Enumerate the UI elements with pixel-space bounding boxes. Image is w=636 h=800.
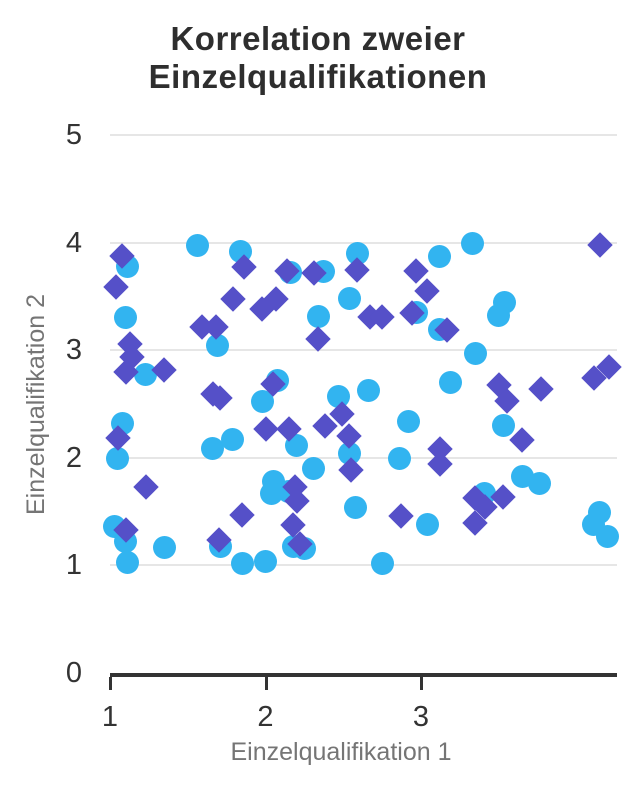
data-point-circle[interactable] <box>285 434 309 458</box>
data-point-circle[interactable] <box>337 287 361 311</box>
y-axis-title-container: Einzelqualifikation 2 <box>8 135 64 673</box>
data-point-circle[interactable] <box>460 232 484 256</box>
data-point-diamond[interactable] <box>133 474 159 500</box>
x-tick-mark <box>264 677 268 690</box>
data-point-circle[interactable] <box>152 535 176 559</box>
gridline-y-1 <box>110 564 617 567</box>
gridline-y-2 <box>110 456 617 459</box>
x-tick-mark <box>420 677 423 690</box>
data-point-circle[interactable] <box>115 550 139 574</box>
data-point-circle[interactable] <box>415 513 439 536</box>
data-point-circle[interactable] <box>230 551 254 575</box>
data-point-circle[interactable] <box>185 234 209 258</box>
data-point-circle[interactable] <box>254 549 277 573</box>
data-point-circle[interactable] <box>487 304 511 328</box>
data-point-diamond[interactable] <box>203 313 229 340</box>
x-tick-mark <box>109 677 112 690</box>
data-point-diamond[interactable] <box>414 278 440 304</box>
y-axis-title: Einzelqualifikation 2 <box>21 293 50 515</box>
x-tick-label: 3 <box>412 701 430 733</box>
data-point-circle[interactable] <box>345 241 369 265</box>
data-point-circle[interactable] <box>205 334 229 358</box>
x-tick-label: 1 <box>101 701 119 733</box>
data-point-circle[interactable] <box>344 495 368 519</box>
data-point-diamond[interactable] <box>252 416 279 442</box>
data-point-circle[interactable] <box>337 441 361 465</box>
data-point-circle[interactable] <box>250 390 274 414</box>
data-point-circle[interactable] <box>114 306 138 330</box>
data-point-circle[interactable] <box>106 447 130 471</box>
x-tick-label: 2 <box>257 701 274 733</box>
data-point-circle[interactable] <box>491 414 515 438</box>
data-point-circle[interactable] <box>201 436 225 460</box>
data-point-circle[interactable] <box>527 472 551 496</box>
y-tick-label: 3 <box>65 334 82 367</box>
data-point-diamond[interactable] <box>229 502 255 528</box>
gridline-y-5 <box>110 134 617 136</box>
y-tick-label: 1 <box>65 549 82 582</box>
y-tick-label: 5 <box>65 119 82 151</box>
data-point-diamond[interactable] <box>103 273 129 300</box>
data-point-diamond[interactable] <box>528 376 554 402</box>
data-point-circle[interactable] <box>221 428 245 451</box>
data-point-circle[interactable] <box>397 409 421 433</box>
data-point-circle[interactable] <box>596 524 620 548</box>
x-axis-title: Einzelqualifikation 1 <box>230 738 452 766</box>
data-point-circle[interactable] <box>302 457 326 481</box>
y-tick-label: 2 <box>65 441 82 474</box>
data-point-diamond[interactable] <box>220 285 246 312</box>
data-point-circle[interactable] <box>387 447 411 471</box>
data-point-circle[interactable] <box>463 341 487 365</box>
data-point-circle[interactable] <box>306 305 330 329</box>
data-point-circle[interactable] <box>428 245 452 269</box>
data-point-circle[interactable] <box>370 551 394 575</box>
data-point-diamond[interactable] <box>388 503 414 529</box>
data-point-circle[interactable] <box>134 363 158 387</box>
gridline-y-3 <box>110 349 617 352</box>
data-point-circle[interactable] <box>327 384 351 408</box>
data-point-diamond[interactable] <box>587 232 613 258</box>
gridline-y-4 <box>110 241 617 244</box>
chart-title-container: Korrelation zweier Einzelqualifikationen <box>0 20 636 97</box>
y-tick-label: 4 <box>65 226 82 259</box>
chart-title: Korrelation zweier Einzelqualifikationen <box>148 20 488 96</box>
data-point-circle[interactable] <box>356 378 380 402</box>
y-tick-label: 0 <box>65 657 82 689</box>
data-point-circle[interactable] <box>439 370 463 394</box>
data-point-diamond[interactable] <box>426 451 453 477</box>
